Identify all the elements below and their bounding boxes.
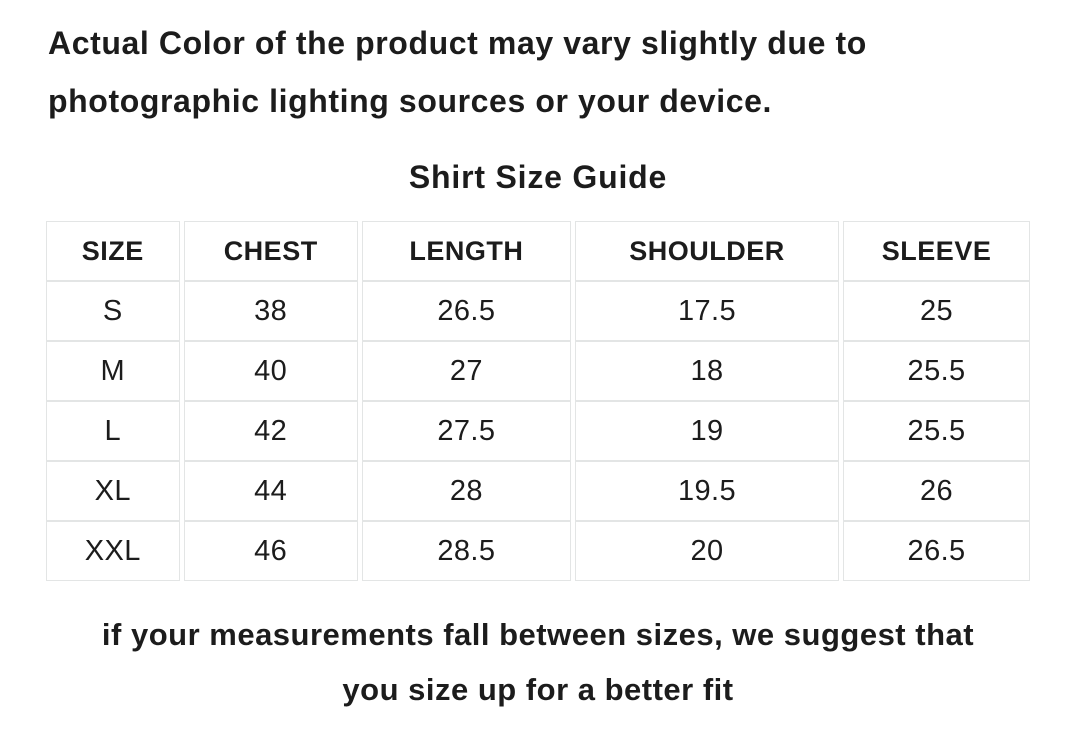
fit-suggestion: if your measurements fall between sizes,… bbox=[0, 607, 1076, 717]
column-header-chest: CHEST bbox=[183, 221, 358, 281]
size-label: XL bbox=[46, 461, 180, 521]
column-header-sleeve: SLEEVE bbox=[843, 221, 1030, 281]
size-label: XXL bbox=[46, 521, 180, 581]
size-label: S bbox=[46, 281, 180, 341]
sleeve-measurement: 25.5 bbox=[843, 341, 1030, 401]
length-measurement: 26.5 bbox=[361, 281, 571, 341]
sleeve-measurement: 26.5 bbox=[843, 521, 1030, 581]
table-row-xxl: XXL 46 28.5 20 26.5 bbox=[46, 521, 1030, 581]
color-disclaimer-line-2: photographic lighting sources or your de… bbox=[48, 83, 772, 119]
chest-measurement: 46 bbox=[183, 521, 358, 581]
color-disclaimer-line-1: Actual Color of the product may vary sli… bbox=[48, 25, 867, 61]
shoulder-measurement: 17.5 bbox=[574, 281, 840, 341]
length-measurement: 28.5 bbox=[361, 521, 571, 581]
color-disclaimer: Actual Color of the product may vary sli… bbox=[0, 0, 1076, 130]
sleeve-measurement: 25.5 bbox=[843, 401, 1030, 461]
length-measurement: 28 bbox=[361, 461, 571, 521]
table-header-row: SIZE CHEST LENGTH SHOULDER SLEEVE bbox=[46, 221, 1030, 281]
size-guide-table: SIZE CHEST LENGTH SHOULDER SLEEVE S 38 2… bbox=[42, 221, 1034, 581]
table-row-xl: XL 44 28 19.5 26 bbox=[46, 461, 1030, 521]
shoulder-measurement: 18 bbox=[574, 341, 840, 401]
chest-measurement: 44 bbox=[183, 461, 358, 521]
column-header-shoulder: SHOULDER bbox=[574, 221, 840, 281]
chest-measurement: 40 bbox=[183, 341, 358, 401]
table-row-m: M 40 27 18 25.5 bbox=[46, 341, 1030, 401]
size-label: L bbox=[46, 401, 180, 461]
shoulder-measurement: 19 bbox=[574, 401, 840, 461]
sleeve-measurement: 26 bbox=[843, 461, 1030, 521]
size-label: M bbox=[46, 341, 180, 401]
table-row-l: L 42 27.5 19 25.5 bbox=[46, 401, 1030, 461]
size-guide-title: Shirt Size Guide bbox=[408, 159, 668, 195]
table-row-s: S 38 26.5 17.5 25 bbox=[46, 281, 1030, 341]
fit-suggestion-line-1: if your measurements fall between sizes,… bbox=[101, 617, 975, 652]
chest-measurement: 42 bbox=[183, 401, 358, 461]
length-measurement: 27 bbox=[361, 341, 571, 401]
length-measurement: 27.5 bbox=[361, 401, 571, 461]
shoulder-measurement: 19.5 bbox=[574, 461, 840, 521]
sleeve-measurement: 25 bbox=[843, 281, 1030, 341]
column-header-size: SIZE bbox=[46, 221, 180, 281]
fit-suggestion-line-2: you size up for a better fit bbox=[342, 672, 734, 707]
shoulder-measurement: 20 bbox=[574, 521, 840, 581]
column-header-length: LENGTH bbox=[361, 221, 571, 281]
chest-measurement: 38 bbox=[183, 281, 358, 341]
